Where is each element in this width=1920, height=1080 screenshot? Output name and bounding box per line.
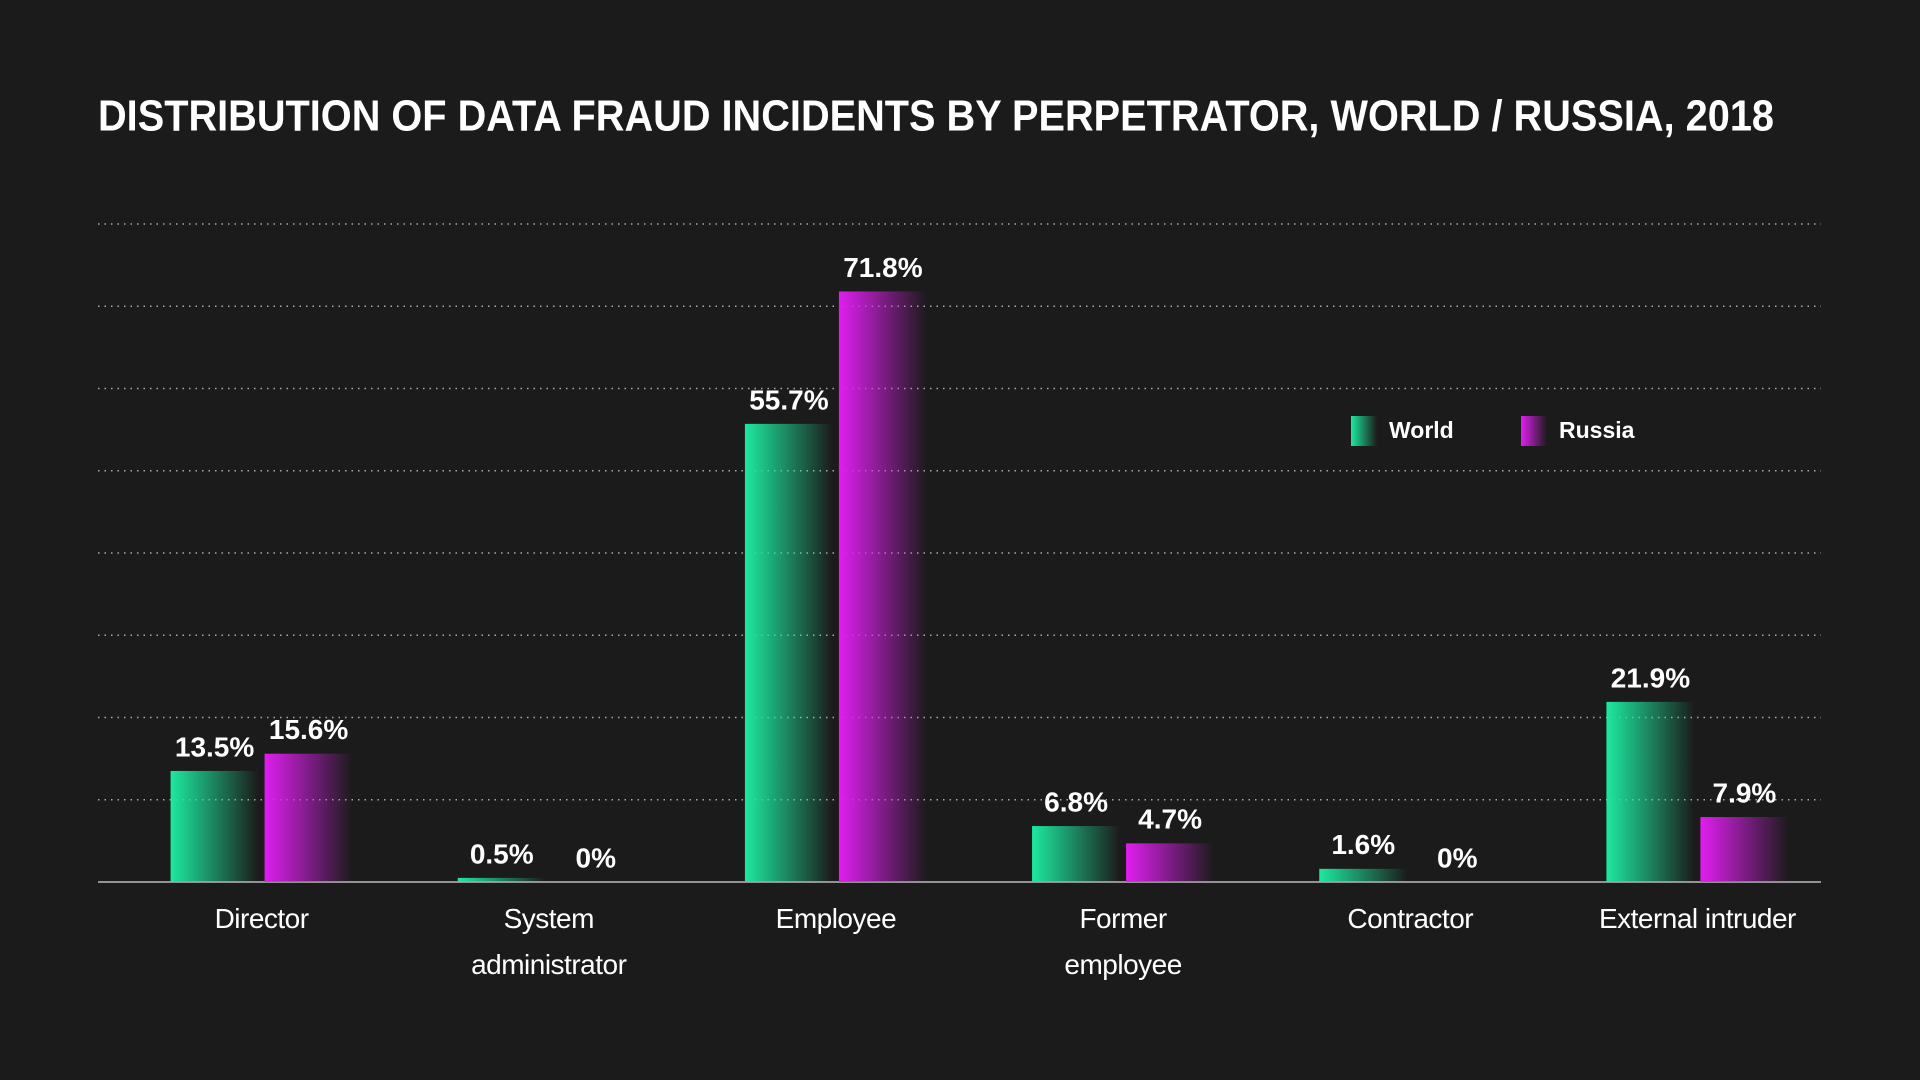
bar — [457, 877, 546, 882]
value-label: 21.9% — [1611, 662, 1690, 693]
bar — [744, 423, 833, 882]
bar — [838, 291, 927, 882]
x-tick-label: Employee — [775, 903, 897, 934]
value-label: 0% — [576, 842, 617, 873]
value-label: 55.7% — [749, 384, 828, 415]
x-tick-label: Director — [214, 903, 310, 934]
value-label: 15.6% — [269, 714, 348, 745]
bar — [1606, 701, 1695, 882]
bar — [1126, 843, 1215, 882]
legend-swatch — [1351, 416, 1377, 446]
bar — [170, 770, 259, 882]
value-label: 7.9% — [1713, 777, 1777, 808]
value-label: 4.7% — [1138, 804, 1202, 835]
bar — [1700, 817, 1789, 882]
x-tick-label: System administrator — [471, 903, 627, 980]
legend-swatch — [1521, 416, 1547, 446]
value-label: 1.6% — [1331, 829, 1395, 860]
bar — [264, 753, 353, 882]
x-tick-label: Former employee — [1064, 903, 1182, 980]
value-label: 13.5% — [175, 731, 254, 762]
value-label: 6.8% — [1044, 786, 1108, 817]
value-label: 0.5% — [470, 838, 534, 869]
value-label: 0% — [1437, 842, 1478, 873]
value-label: 71.8% — [843, 252, 922, 283]
legend-label: World — [1389, 417, 1454, 443]
x-tick-label: External intruder — [1598, 903, 1796, 934]
bar — [1032, 826, 1121, 882]
bar — [1319, 868, 1408, 882]
x-tick-label: Contractor — [1347, 903, 1474, 934]
legend-label: Russia — [1559, 417, 1635, 443]
chart-title: DISTRIBUTION OF DATA FRAUD INCIDENTS BY … — [98, 92, 1774, 141]
